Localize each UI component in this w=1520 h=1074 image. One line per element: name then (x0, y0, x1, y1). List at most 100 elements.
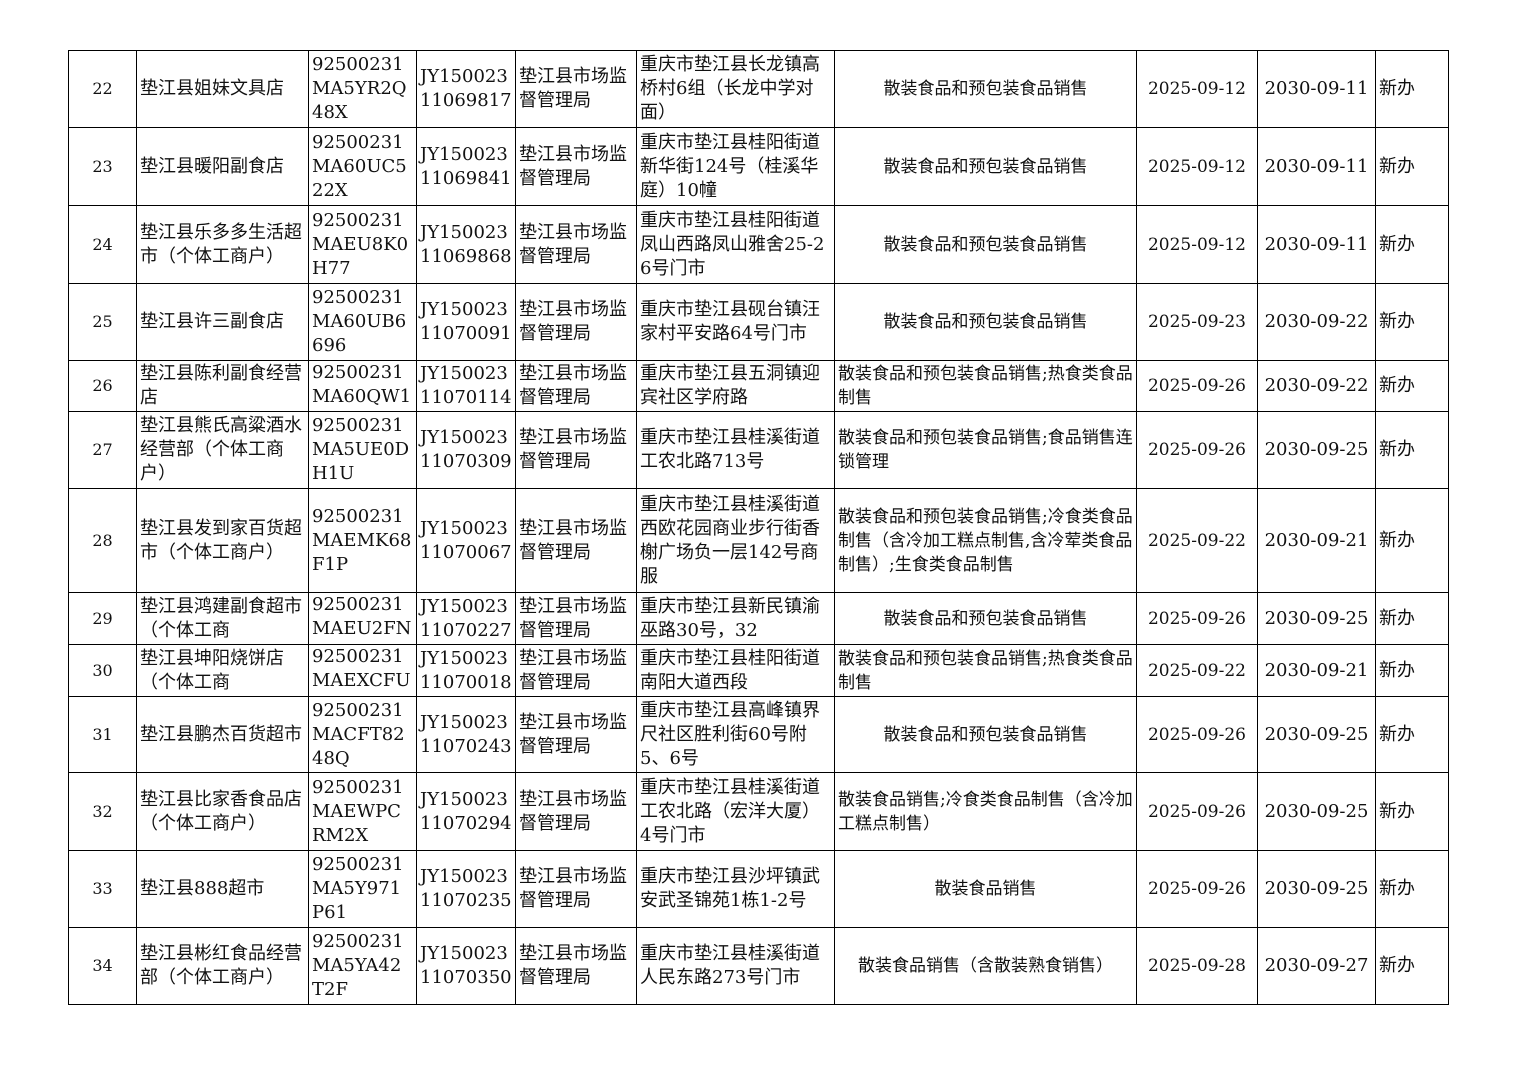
business-scope-cell: 散装食品和预包装食品销售;食品销售连锁管理 (835, 412, 1137, 489)
business-scope: 散装食品和预包装食品销售 (883, 608, 1088, 629)
business-name-cell: 垫江县暖阳副食店 (137, 128, 309, 206)
business-scope: 散装食品销售;冷食类食品制售（含冷加工糕点制售） (838, 789, 1133, 834)
credit-code: 92500231MA60UB6696 (312, 287, 407, 356)
license-number-cell: JY15002311070235 (417, 851, 516, 928)
license-number-cell: JY15002311070243 (417, 697, 516, 773)
business-name-cell: 垫江县888超市 (137, 851, 309, 928)
credit-code-cell: 92500231MAEMK68F1P (309, 489, 417, 593)
status-cell: 新办 (1376, 851, 1449, 928)
issue-date-cell: 2025-09-23 (1137, 284, 1258, 361)
row-number: 22 (92, 79, 113, 98)
license-number: JY15002311070294 (420, 788, 512, 834)
license-number-cell: JY15002311070091 (417, 284, 516, 361)
row-number: 31 (92, 724, 113, 744)
authority-cell: 垫江县市场监督管理局 (516, 851, 637, 928)
expiry-date-cell: 2030-09-21 (1258, 489, 1376, 593)
address-cell: 重庆市垫江县桂阳街道南阳大道西段 (637, 645, 835, 697)
business-name-cell: 垫江县鸿建副食超市（个体工商 (137, 593, 309, 645)
issue-date: 2025-09-26 (1147, 801, 1246, 822)
address: 重庆市垫江县桂阳街道新华街124号（桂溪华庭）10幢 (640, 131, 820, 201)
authority: 垫江县市场监督管理局 (519, 66, 627, 111)
license-number: JY15002311070235 (420, 866, 512, 911)
business-name: 垫江县坤阳烧饼店（个体工商 (140, 647, 284, 693)
address: 重庆市垫江县砚台镇汪家村平安路64号门市 (640, 299, 820, 344)
expiry-date-cell: 2030-09-21 (1258, 645, 1376, 697)
credit-code-cell: 92500231MA5YA42T2F (309, 928, 417, 1005)
expiry-date: 2030-09-25 (1264, 878, 1369, 899)
business-scope-cell: 散装食品和预包装食品销售;冷食类食品制售（含冷加工糕点制售,含冷荤类食品制售）;… (835, 489, 1137, 593)
expiry-date: 2030-09-25 (1264, 723, 1369, 745)
status-cell: 新办 (1376, 412, 1449, 489)
authority: 垫江县市场监督管理局 (519, 299, 627, 344)
status-cell: 新办 (1376, 284, 1449, 361)
credit-code-cell: 92500231MA60UC522X (309, 128, 417, 206)
address: 重庆市垫江县桂溪街道人民东路273号门市 (640, 943, 820, 988)
business-name-cell: 垫江县比家香食品店（个体工商户） (137, 773, 309, 851)
status-cell: 新办 (1376, 361, 1449, 412)
authority: 垫江县市场监督管理局 (519, 943, 627, 988)
license-number-cell: JY15002311070294 (417, 773, 516, 851)
address: 重庆市垫江县沙坪镇武安武圣锦苑1栋1-2号 (640, 866, 820, 911)
business-scope-cell: 散装食品和预包装食品销售 (835, 50, 1137, 128)
business-name: 垫江县发到家百货超市（个体工商户） (140, 517, 302, 563)
business-name: 垫江县许三副食店 (140, 311, 284, 332)
address-cell: 重庆市垫江县桂溪街道工农北路（宏洋大厦）4号门市 (637, 773, 835, 851)
authority-cell: 垫江县市场监督管理局 (516, 128, 637, 206)
business-name-cell: 垫江县彬红食品经营部（个体工商户） (137, 928, 309, 1005)
issue-date: 2025-09-26 (1147, 879, 1246, 899)
status-cell: 新办 (1376, 489, 1449, 593)
address-cell: 重庆市垫江县新民镇渝巫路30号，32 (637, 593, 835, 645)
authority-cell: 垫江县市场监督管理局 (516, 489, 637, 593)
expiry-date: 2030-09-22 (1264, 375, 1369, 396)
business-scope: 散装食品和预包装食品销售 (883, 724, 1088, 745)
row-number-cell: 22 (68, 50, 137, 128)
business-scope: 散装食品和预包装食品销售;热食类食品制售 (838, 648, 1133, 693)
status: 新办 (1379, 659, 1415, 681)
expiry-date: 2030-09-11 (1264, 155, 1369, 177)
expiry-date: 2030-09-21 (1264, 529, 1369, 551)
business-scope-cell: 散装食品和预包装食品销售 (835, 206, 1137, 284)
row-number-cell: 23 (68, 128, 137, 206)
issue-date-cell: 2025-09-12 (1137, 206, 1258, 284)
authority-cell: 垫江县市场监督管理局 (516, 50, 637, 128)
business-name-cell: 垫江县许三副食店 (137, 284, 309, 361)
status: 新办 (1379, 439, 1415, 460)
issue-date-cell: 2025-09-26 (1137, 773, 1258, 851)
address-cell: 重庆市垫江县沙坪镇武安武圣锦苑1栋1-2号 (637, 851, 835, 928)
status-cell: 新办 (1376, 697, 1449, 773)
issue-date: 2025-09-26 (1147, 724, 1246, 745)
license-number: JY15002311070350 (420, 943, 512, 988)
status-cell: 新办 (1376, 206, 1449, 284)
address-cell: 重庆市垫江县桂溪街道西欧花园商业步行街香榭广场负一层142号商服 (637, 489, 835, 593)
business-scope-cell: 散装食品和预包装食品销售 (835, 128, 1137, 206)
expiry-date-cell: 2030-09-11 (1258, 206, 1376, 284)
issue-date: 2025-09-23 (1147, 312, 1246, 332)
address-cell: 重庆市垫江县砚台镇汪家村平安路64号门市 (637, 284, 835, 361)
business-name-cell: 垫江县发到家百货超市（个体工商户） (137, 489, 309, 593)
row-number-cell: 34 (68, 928, 137, 1005)
issue-date-cell: 2025-09-26 (1137, 851, 1258, 928)
credit-code-cell: 92500231MAEU8K0H77 (309, 206, 417, 284)
authority: 垫江县市场监督管理局 (519, 866, 627, 911)
authority: 垫江县市场监督管理局 (519, 647, 627, 693)
business-name: 垫江县彬红食品经营部（个体工商户） (140, 943, 302, 988)
authority: 垫江县市场监督管理局 (519, 221, 627, 267)
credit-code: 92500231MA60QW154W (312, 362, 412, 411)
credit-code-cell: 92500231MAEWPCRM2X (309, 773, 417, 851)
expiry-date: 2030-09-25 (1264, 607, 1369, 629)
expiry-date: 2030-09-11 (1264, 78, 1369, 99)
address-cell: 重庆市垫江县桂阳街道新华街124号（桂溪华庭）10幢 (637, 128, 835, 206)
expiry-date: 2030-09-21 (1264, 659, 1369, 681)
authority-cell: 垫江县市场监督管理局 (516, 206, 637, 284)
issue-date: 2025-09-26 (1147, 440, 1246, 460)
row-number: 26 (92, 376, 113, 395)
credit-code-cell: 92500231MAEXCFUBXM (309, 645, 417, 697)
license-number: JY15002311069841 (420, 143, 512, 189)
authority: 垫江县市场监督管理局 (519, 788, 627, 834)
authority-cell: 垫江县市场监督管理局 (516, 284, 637, 361)
expiry-date-cell: 2030-09-25 (1258, 593, 1376, 645)
credit-code: 92500231MAEXCFUBXM (312, 646, 411, 696)
business-name-cell: 垫江县姐妹文具店 (137, 50, 309, 128)
license-number: JY15002311070067 (420, 517, 512, 563)
